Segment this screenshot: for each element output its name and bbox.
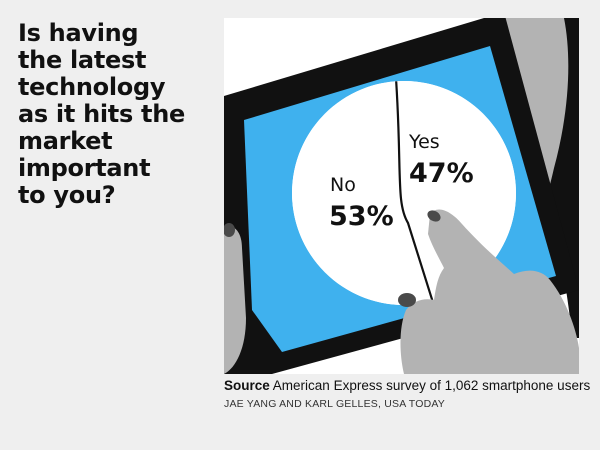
question-line: to you?: [18, 181, 116, 209]
pie-chart: [291, 81, 516, 305]
question-line: market: [18, 127, 113, 155]
no-label: No: [330, 174, 356, 196]
question-line: important: [18, 154, 151, 182]
tablet-pie-illustration: Yes 47% No 53%: [224, 18, 579, 374]
question-title: Is having the latest technology as it hi…: [18, 20, 218, 209]
pie-slice-yes: [396, 81, 516, 302]
left-hand: [224, 226, 246, 374]
question-line: as it hits the: [18, 100, 185, 128]
yes-label: Yes: [408, 131, 440, 153]
question-line: the latest: [18, 46, 147, 74]
left-fingernail: [224, 223, 235, 237]
yes-value: 47%: [409, 158, 474, 189]
pointing-hand: [400, 209, 579, 374]
source-line: Source American Express survey of 1,062 …: [224, 378, 594, 393]
credit-line: JAE YANG AND KARL GELLES, USA TODAY: [224, 398, 445, 410]
source-label: Source: [224, 378, 270, 393]
pie-divider: [395, 81, 434, 302]
fingernail: [427, 210, 441, 222]
no-value: 53%: [329, 201, 394, 232]
question-line: Is having: [18, 19, 139, 47]
question-line: technology: [18, 73, 166, 101]
pie-slice-no: [291, 81, 433, 305]
thumbnail: [398, 293, 416, 307]
source-text: American Express survey of 1,062 smartph…: [272, 378, 591, 393]
